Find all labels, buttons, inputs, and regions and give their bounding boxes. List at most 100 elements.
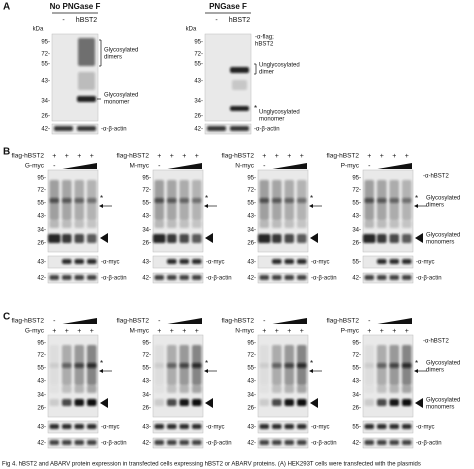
mw-marker: 72- (194, 52, 203, 58)
lane-label: - (215, 17, 218, 24)
star: * (100, 194, 103, 203)
band (49, 399, 59, 406)
band (297, 234, 307, 243)
band (179, 275, 189, 280)
sign: + (195, 153, 199, 160)
mw-marker: 43- (37, 379, 46, 385)
band (389, 424, 399, 429)
mw-marker: 55- (142, 201, 151, 207)
band (389, 198, 399, 203)
mw-marker: 43- (142, 425, 151, 431)
gradient-wedge (62, 318, 97, 324)
blot (362, 272, 414, 284)
row-label: flag-hBST2 (11, 153, 44, 160)
row-label: P-myc (341, 328, 360, 335)
band (259, 440, 269, 445)
mw-marker: 43- (37, 425, 46, 431)
antibody-label: -α-β-actin (101, 441, 127, 447)
star: * (415, 194, 418, 203)
band (259, 424, 269, 429)
annotation: monomer (104, 100, 129, 106)
band (167, 198, 177, 203)
band (284, 220, 294, 228)
band (284, 259, 294, 264)
band (377, 363, 387, 368)
band (87, 234, 97, 243)
row-label: flag-hBST2 (326, 318, 359, 325)
mw-marker: 34- (194, 99, 203, 105)
mw-marker: 26- (247, 241, 256, 247)
band (74, 385, 84, 393)
band (179, 385, 189, 393)
blot (47, 255, 99, 269)
sign: + (275, 328, 279, 335)
band (272, 259, 282, 264)
mw-marker: 95- (142, 341, 151, 347)
sign: + (262, 153, 266, 160)
row-label: P-myc (341, 163, 360, 170)
band (167, 275, 177, 280)
band (284, 440, 294, 445)
annotation: monomers (426, 405, 454, 411)
mw-marker: 26- (37, 406, 46, 412)
blot (152, 272, 204, 284)
annotation: Glycosylated (426, 398, 460, 404)
band (192, 220, 202, 228)
band (167, 234, 177, 243)
band (179, 363, 189, 368)
arrowhead (310, 233, 318, 243)
mw-marker: 43- (352, 214, 361, 220)
star: * (310, 359, 313, 368)
antibody-label: -α-β-actin (206, 276, 232, 282)
blot-title: No PNGase F (50, 2, 101, 11)
mw-marker: 34- (247, 228, 256, 234)
band (167, 385, 177, 393)
mw-marker: 42- (247, 441, 256, 447)
band (258, 234, 271, 243)
star: * (205, 359, 208, 368)
band (364, 399, 374, 406)
antibody-label: -α-myc (311, 425, 329, 431)
antibody-label: -α-hBST2 (423, 174, 449, 180)
mw-marker: 34- (37, 393, 46, 399)
mw-marker: 42- (41, 127, 50, 133)
band (77, 126, 96, 131)
gradient-wedge (62, 163, 97, 169)
sign: + (392, 153, 396, 160)
blot (152, 437, 204, 449)
row-label: flag-hBST2 (116, 318, 149, 325)
annotation: Glycosylated (426, 196, 460, 202)
star: * (310, 194, 313, 203)
antibody-label: -α-β-actin (311, 276, 337, 282)
mw-marker: 26- (41, 114, 50, 120)
band (389, 275, 399, 280)
gradient-wedge (272, 318, 307, 324)
mw-marker: 72- (247, 188, 256, 194)
band (62, 259, 72, 264)
sign: + (65, 153, 69, 160)
band (154, 399, 164, 406)
mw-marker: 55- (194, 62, 203, 68)
mw-marker: 26- (142, 406, 151, 412)
mw-marker: 43- (41, 79, 50, 85)
band (259, 399, 269, 406)
band (62, 234, 72, 243)
mw-marker: 72- (142, 188, 151, 194)
band (364, 424, 374, 429)
band (297, 385, 307, 393)
band (284, 385, 294, 393)
band (259, 275, 269, 280)
mw-marker: 34- (142, 228, 151, 234)
band (62, 220, 72, 228)
sign: + (405, 328, 409, 335)
band (402, 234, 412, 243)
mw-marker: 43- (37, 260, 46, 266)
band (74, 198, 84, 203)
band (402, 198, 412, 203)
mw-marker: 72- (37, 188, 46, 194)
band (365, 385, 375, 393)
band (377, 220, 387, 228)
antibody-label: -α-β-actin (311, 441, 337, 447)
band (402, 259, 412, 264)
band (87, 198, 97, 203)
